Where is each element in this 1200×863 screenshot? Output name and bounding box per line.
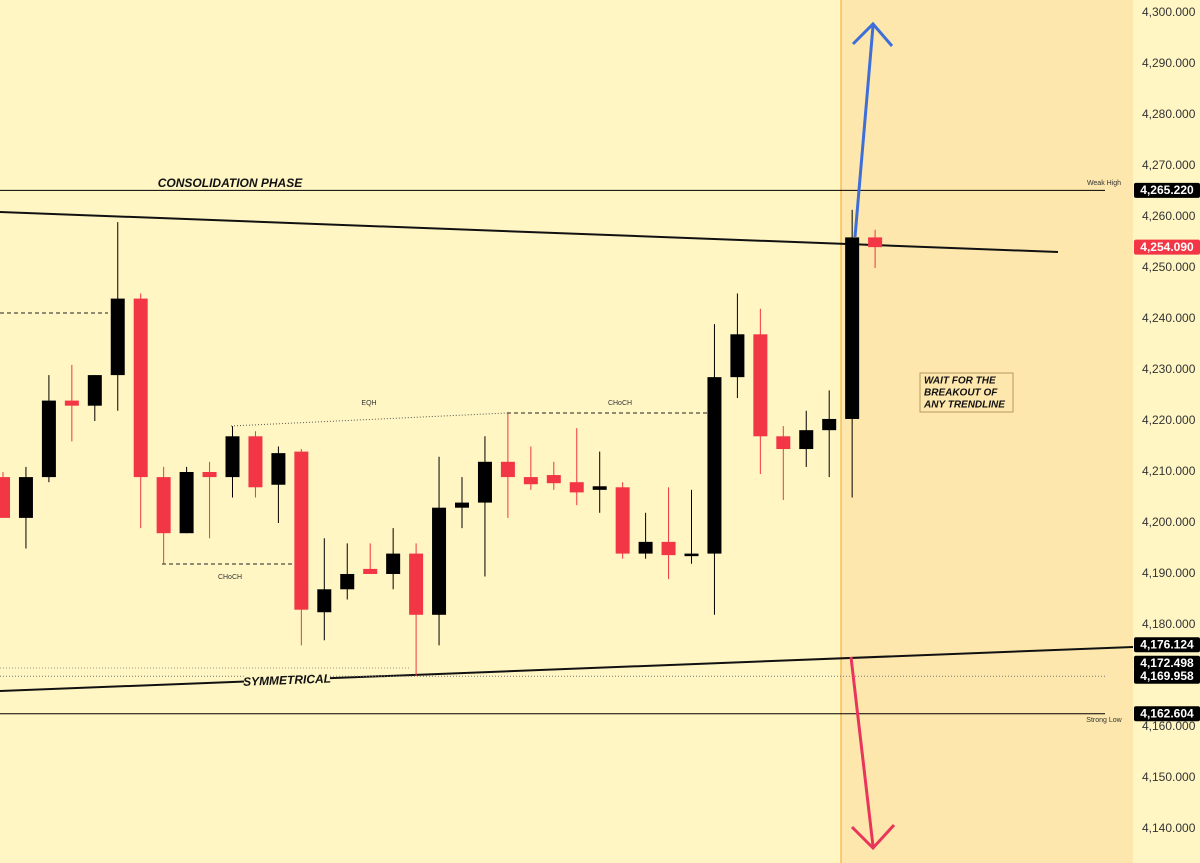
candle-body bbox=[776, 436, 791, 450]
price-tag-label: 4,254.090 bbox=[1140, 240, 1194, 254]
candle-body bbox=[684, 553, 699, 557]
candle-body bbox=[868, 237, 883, 248]
annotation: Weak High bbox=[1087, 180, 1121, 187]
candle-body bbox=[110, 298, 125, 376]
y-tick-label: 4,180.000 bbox=[1142, 617, 1196, 631]
eqh-line bbox=[230, 412, 508, 427]
candle-body bbox=[202, 471, 217, 478]
y-tick-label: 4,240.000 bbox=[1142, 311, 1196, 325]
y-axis: 4,140.0004,150.0004,160.0004,170.0004,18… bbox=[1142, 5, 1196, 835]
note-line: WAIT FOR THE bbox=[924, 376, 996, 387]
price-axis bbox=[1133, 0, 1200, 863]
price-tags: 4,265.2204,254.0904,176.1244,172.4984,16… bbox=[1134, 182, 1200, 722]
candle-body bbox=[822, 418, 837, 431]
candle-body bbox=[179, 471, 194, 534]
candle-body bbox=[799, 430, 814, 450]
symmetrical-label: SYMMETRICAL bbox=[243, 671, 331, 690]
candle-body bbox=[87, 375, 102, 406]
candle-body bbox=[409, 553, 424, 615]
lower-trendline bbox=[0, 646, 1134, 692]
y-tick-label: 4,220.000 bbox=[1142, 413, 1196, 427]
candle-body bbox=[340, 573, 355, 590]
y-tick-label: 4,250.000 bbox=[1142, 260, 1196, 274]
y-tick-label: 4,200.000 bbox=[1142, 515, 1196, 529]
candles bbox=[0, 209, 883, 676]
annotation: EQH bbox=[361, 400, 376, 407]
candle-body bbox=[753, 334, 768, 437]
y-tick-label: 4,140.000 bbox=[1142, 821, 1196, 835]
price-tag bbox=[1134, 239, 1200, 255]
price-tag bbox=[1134, 182, 1200, 198]
price-tag bbox=[1134, 706, 1200, 722]
y-tick-label: 4,230.000 bbox=[1142, 362, 1196, 376]
candle-body bbox=[455, 502, 469, 508]
candle-body bbox=[546, 475, 561, 484]
y-tick-label: 4,160.000 bbox=[1142, 719, 1196, 733]
candle-body bbox=[569, 482, 584, 493]
candle-body bbox=[638, 541, 653, 554]
price-tag bbox=[1134, 668, 1200, 684]
candle-body bbox=[500, 461, 515, 478]
annotation: Strong Low bbox=[1086, 717, 1122, 724]
y-tick-label: 4,260.000 bbox=[1142, 209, 1196, 223]
annotation: CHoCH bbox=[218, 574, 242, 581]
candle-body bbox=[18, 477, 33, 518]
price-tag bbox=[1134, 637, 1200, 653]
candle-body bbox=[386, 553, 401, 574]
candle-body bbox=[294, 451, 309, 610]
price-tag bbox=[1134, 655, 1200, 671]
price-tag-label: 4,162.604 bbox=[1140, 706, 1194, 720]
candle-body bbox=[592, 486, 607, 490]
up-arrow bbox=[851, 21, 894, 238]
annotation: SYMMETRICAL bbox=[243, 671, 331, 688]
price-tag-label: 4,172.498 bbox=[1140, 656, 1194, 670]
candle-body bbox=[432, 507, 447, 615]
note-line: ANY TRENDLINE bbox=[923, 400, 1005, 411]
annotation: CHoCH bbox=[608, 400, 632, 407]
candle-body bbox=[225, 436, 240, 478]
candle-body bbox=[156, 477, 171, 534]
candle-body bbox=[730, 334, 745, 378]
price-tag-label: 4,265.220 bbox=[1140, 183, 1194, 197]
candle-body bbox=[477, 461, 492, 503]
candle-body bbox=[271, 453, 286, 485]
label-background bbox=[243, 671, 331, 690]
candle-body bbox=[0, 477, 10, 518]
candle-body bbox=[317, 589, 332, 613]
highlight-zone bbox=[841, 0, 1133, 863]
y-tick-label: 4,270.000 bbox=[1142, 158, 1196, 172]
candle-body bbox=[661, 541, 676, 556]
candle-body bbox=[41, 400, 56, 478]
down-arrow bbox=[849, 656, 896, 851]
price-tag-label: 4,169.958 bbox=[1140, 669, 1194, 683]
candle-body bbox=[523, 477, 538, 485]
y-tick-label: 4,300.000 bbox=[1142, 5, 1196, 19]
candle-body bbox=[845, 237, 860, 419]
candle-body bbox=[615, 487, 630, 554]
candle-body bbox=[363, 568, 378, 574]
annotation: CONSOLIDATION PHASE bbox=[158, 176, 303, 190]
note-box bbox=[919, 372, 1014, 413]
y-tick-label: 4,290.000 bbox=[1142, 56, 1196, 70]
candle-body bbox=[707, 377, 722, 554]
price-tag-label: 4,176.124 bbox=[1140, 637, 1194, 651]
levels bbox=[0, 189, 1105, 715]
note-line: BREAKOUT OF bbox=[924, 388, 998, 399]
candle-body bbox=[133, 298, 148, 478]
y-tick-label: 4,280.000 bbox=[1142, 107, 1196, 121]
candle-body bbox=[248, 436, 263, 488]
y-tick-label: 4,190.000 bbox=[1142, 566, 1196, 580]
candle-body bbox=[64, 400, 79, 406]
y-tick-label: 4,210.000 bbox=[1142, 464, 1196, 478]
y-tick-label: 4,150.000 bbox=[1142, 770, 1196, 784]
